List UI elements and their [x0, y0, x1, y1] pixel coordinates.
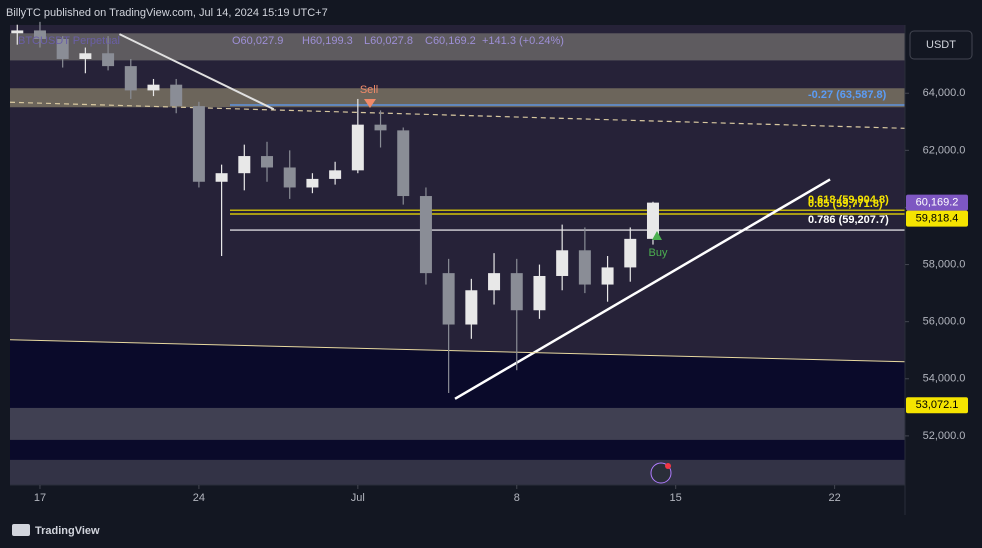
zone: [10, 407, 905, 440]
zone: [10, 459, 905, 485]
candle-body: [351, 124, 364, 171]
candle-body: [329, 170, 342, 179]
legend-item: H60,199.3: [302, 35, 353, 47]
candle-body: [624, 238, 637, 268]
level-label: 0.618 (59,904.8): [808, 194, 889, 206]
legend-item: C60,169.2: [425, 35, 476, 47]
candle-body: [510, 273, 523, 311]
buy-marker: [652, 231, 662, 240]
candle-body: [170, 84, 183, 107]
candle-body: [283, 167, 296, 188]
currency-label[interactable]: USDT: [926, 39, 956, 51]
symbol: BTCUSDT Perpetual: [18, 35, 120, 47]
trendline: [118, 33, 275, 111]
sell-marker: [364, 99, 376, 108]
candle-body: [215, 173, 228, 182]
y-tick-label: 64,000.0: [923, 87, 966, 99]
price-badge-label: 59,818.4: [916, 213, 959, 225]
candle-body: [33, 30, 46, 39]
x-tick-label: Jul: [351, 492, 365, 504]
footer: [0, 515, 982, 548]
candle-body: [578, 250, 591, 285]
signal-label: Sell: [360, 84, 378, 96]
zone: [10, 88, 905, 108]
candle-body: [238, 156, 251, 174]
legend-item: +141.3 (+0.24%): [482, 35, 564, 47]
candle-body: [442, 273, 455, 325]
legend-item: L60,027.8: [364, 35, 413, 47]
x-tick-label: 24: [193, 492, 205, 504]
candle-body: [124, 66, 137, 91]
candle-body: [374, 124, 387, 131]
candle-body: [102, 53, 115, 67]
candle-body: [419, 196, 432, 274]
candle-body: [601, 267, 614, 285]
y-tick-label: 62,000.0: [923, 144, 966, 156]
x-tick-label: 17: [34, 492, 46, 504]
currency-button[interactable]: [909, 30, 973, 60]
brand-icon: [12, 524, 30, 536]
price-badge: [906, 397, 968, 414]
x-tick-label: 15: [670, 492, 682, 504]
price-badge-label: 53,072.1: [916, 399, 959, 411]
price-badge: [906, 210, 968, 227]
candle-body: [533, 275, 546, 311]
header: BillyTC published on TradingView.com, Ju…: [6, 7, 328, 19]
y-tick-label: 54,000.0: [923, 373, 966, 385]
legend-item: O60,027.9: [232, 35, 283, 47]
candle-body: [556, 250, 569, 276]
level-label: 0.786 (59,207.7): [808, 214, 889, 226]
zone: [10, 33, 905, 61]
candle-body: [56, 38, 69, 59]
candle-body: [465, 290, 478, 325]
brand: TradingView: [35, 525, 100, 537]
x-tick-label: 22: [828, 492, 840, 504]
y-tick-label: 58,000.0: [923, 258, 966, 270]
event-dot: [665, 463, 671, 469]
candle-body: [306, 178, 319, 188]
candle-body: [397, 130, 410, 197]
candle-body: [79, 53, 92, 59]
candle-body: [11, 30, 24, 34]
price-badge-label: 60,169.2: [916, 197, 959, 209]
y-tick-label: 56,000.0: [923, 316, 966, 328]
trendline: [454, 178, 831, 400]
price-badge: [906, 194, 968, 211]
trendline: [9, 339, 906, 363]
candle-body: [646, 202, 659, 239]
x-tick-label: 8: [514, 492, 520, 504]
signal-label: Buy: [649, 247, 668, 259]
y-tick-label: 52,000.0: [923, 430, 966, 442]
candle-body: [488, 273, 501, 291]
candle-body: [147, 84, 160, 91]
candle-body: [192, 106, 205, 182]
level-label: -0.27 (63,587.8): [808, 89, 887, 101]
candle-body: [261, 156, 274, 168]
level-label: 0.65 (59,771.8): [808, 198, 883, 210]
